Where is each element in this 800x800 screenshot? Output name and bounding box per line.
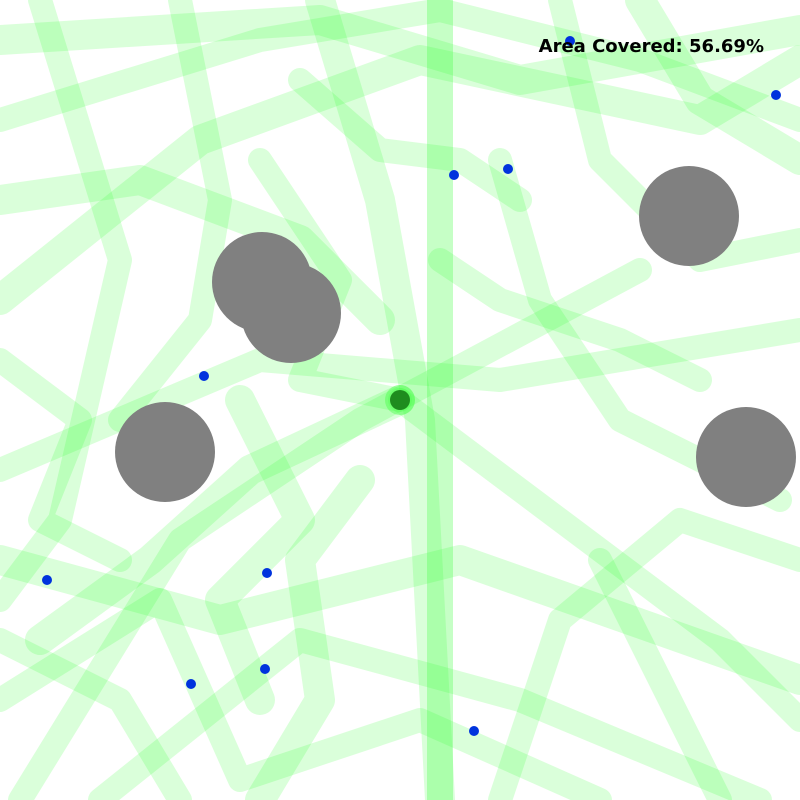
coverage-trail (428, 248, 712, 392)
coverage-trail (0, 45, 800, 315)
coverage-trail (288, 68, 532, 212)
coverage-trail (205, 385, 315, 715)
coverage-trail (108, 0, 232, 432)
coverage-trail (0, 545, 800, 695)
coverage-trail (0, 0, 132, 612)
coverage-trail (88, 628, 772, 800)
target-dot-icon (186, 679, 196, 689)
target-dot-icon (42, 575, 52, 585)
coverage-trail (0, 0, 800, 132)
coverage-trail (625, 0, 800, 175)
agent (385, 385, 415, 415)
targets (42, 36, 781, 736)
target-dot-icon (262, 568, 272, 578)
coverage-trail (0, 348, 132, 572)
obstacle-circle-icon (639, 166, 739, 266)
coverage-trail (388, 388, 800, 732)
target-dot-icon (771, 90, 781, 100)
coverage-trail (25, 385, 415, 655)
agent-dot-icon (390, 390, 410, 410)
target-dot-icon (565, 36, 575, 46)
obstacle-circle-icon (696, 407, 796, 507)
target-dot-icon (260, 664, 270, 674)
obstacles (115, 166, 796, 507)
coverage-trail (488, 508, 800, 800)
target-dot-icon (503, 164, 513, 174)
coverage-trail (588, 548, 732, 800)
target-dot-icon (199, 371, 209, 381)
obstacle-circle-icon (115, 402, 215, 502)
coverage-trail (0, 165, 395, 335)
coverage-trail (0, 628, 192, 800)
coverage-trail (245, 465, 375, 800)
target-dot-icon (469, 726, 479, 736)
coverage-trail (0, 588, 612, 800)
target-dot-icon (449, 170, 459, 180)
obstacle-circle-icon (241, 263, 341, 363)
coverage-trail (305, 0, 455, 800)
coverage-trail (0, 5, 800, 95)
coverage-trail (0, 318, 800, 482)
coverage-trail (8, 258, 652, 800)
area-covered-readout: Area Covered: 56.69% (538, 36, 764, 57)
